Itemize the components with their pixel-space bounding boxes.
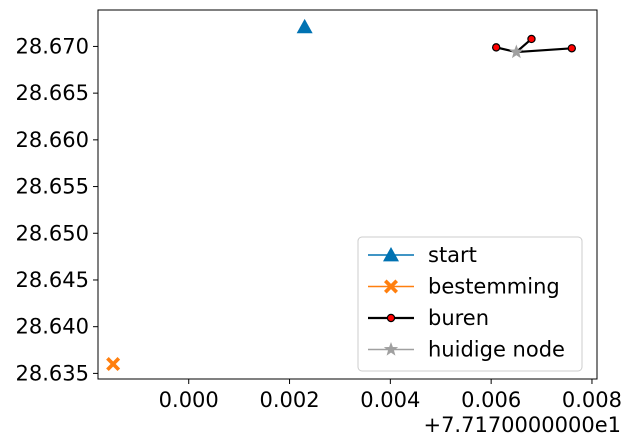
legend: start bestemming buren huidige node	[357, 236, 583, 372]
axes-frame	[97, 9, 598, 380]
y-tick-label: 28.655	[16, 175, 89, 199]
y-tick-label: 28.665	[16, 81, 89, 105]
legend-marker	[383, 342, 399, 356]
x-axis: 0.000 0.002 0.004 0.006 0.008	[159, 379, 622, 412]
y-tick-label: 28.635	[16, 361, 89, 385]
legend-marker	[384, 279, 398, 294]
x-tick-label: 0.002	[259, 388, 319, 412]
legend-label: bestemming	[428, 275, 560, 299]
series-buren-point	[491, 43, 501, 52]
series-huidige-node-point	[509, 44, 524, 59]
plot-area	[106, 18, 576, 372]
legend-label: buren	[428, 306, 489, 330]
series-start-point	[296, 18, 313, 34]
legend-box	[357, 236, 583, 372]
y-tick-label: 28.670	[16, 34, 89, 58]
legend-marker	[383, 247, 399, 262]
x-tick-label: 0.000	[159, 388, 219, 412]
x-tick-label: 0.004	[360, 388, 420, 412]
y-tick-label: 28.650	[16, 221, 89, 245]
y-tick-label: 28.645	[16, 268, 89, 292]
legend-marker	[386, 313, 396, 323]
series-buren-point	[567, 44, 576, 53]
legend-label: huidige node	[428, 338, 565, 362]
y-tick-label: 28.660	[16, 128, 89, 152]
x-tick-label: 0.006	[461, 388, 521, 412]
legend-label: start	[428, 243, 477, 267]
y-tick-label: 28.640	[16, 315, 89, 339]
y-axis: 28.635 28.640 28.645 28.650 28.655 28.660 28.6…	[16, 34, 98, 385]
series-buren-line	[516, 47, 572, 54]
x-axis-offset-label: +7.7170000000e1	[423, 413, 621, 437]
series-buren-point	[527, 34, 536, 44]
x-tick-label: 0.008	[562, 388, 622, 412]
series-bestemming-point	[106, 357, 121, 372]
